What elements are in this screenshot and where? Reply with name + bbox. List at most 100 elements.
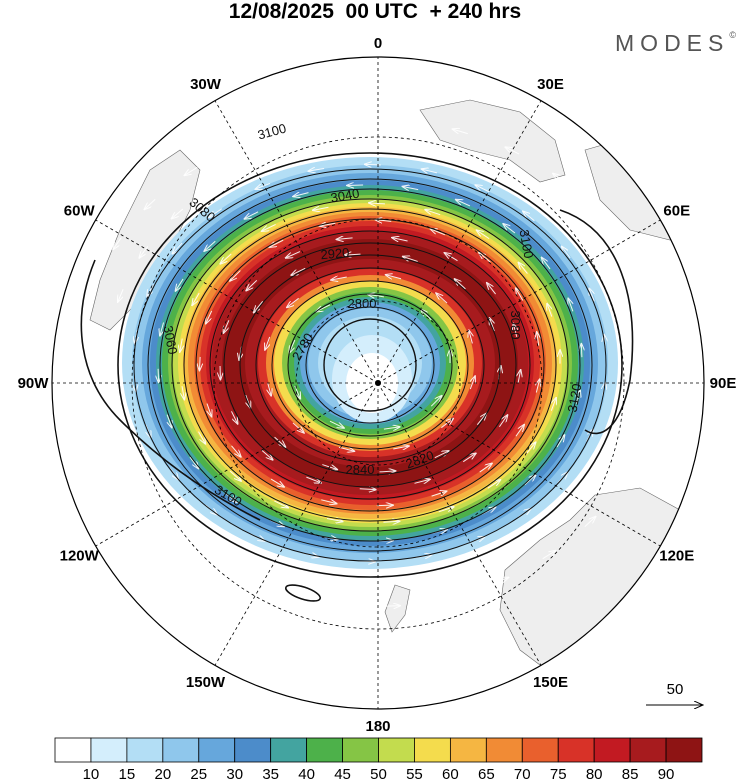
wind-arrow — [289, 339, 296, 353]
wind-arrow — [593, 207, 604, 219]
wind-arrow — [308, 169, 325, 172]
wind-arrow — [515, 425, 524, 437]
wind-arrow — [291, 267, 306, 275]
wind-arrow — [518, 370, 521, 384]
contour-label: 2800 — [348, 296, 377, 311]
colorbar-swatch — [90, 737, 128, 763]
contour-label-group: 3040 — [329, 186, 360, 206]
contour-label: 3080 — [508, 311, 523, 340]
colorbar-tick-label: 90 — [658, 766, 675, 782]
wind-arrow — [397, 120, 413, 122]
colorbar-tick-label: 35 — [262, 766, 279, 782]
height-contour — [171, 198, 569, 532]
colorbar-tick-label: 50 — [370, 766, 387, 782]
wind-arrow — [316, 145, 333, 147]
wind-arrow — [109, 383, 110, 396]
longitude-label: 90E — [710, 375, 737, 392]
colorbar-tick-label: 80 — [586, 766, 603, 782]
wind-arrow — [167, 414, 172, 428]
wind-speed-fill — [122, 157, 618, 569]
height-contour — [255, 267, 485, 463]
wind-arrow — [618, 477, 627, 489]
wind-arrow — [327, 604, 343, 606]
wind-arrow — [229, 470, 241, 481]
contour-label: 2840 — [346, 462, 375, 477]
wind-arrow — [107, 466, 115, 479]
wind-arrow — [89, 422, 93, 435]
wind-arrow — [379, 582, 396, 583]
height-contour — [117, 152, 623, 578]
wind-arrow — [505, 147, 520, 155]
colorbar-tick-label: 65 — [478, 766, 495, 782]
wind-arrow — [108, 335, 110, 349]
wind-arrow — [256, 182, 271, 189]
longitude-label: 30E — [537, 76, 564, 93]
wind-arrow — [246, 280, 258, 290]
wind-arrow — [180, 338, 182, 352]
wind-arrow — [575, 489, 586, 500]
height-contour — [323, 318, 417, 412]
wind-arrow — [434, 451, 449, 459]
wind-arrow — [403, 187, 419, 190]
longitude-label: 180 — [365, 718, 390, 735]
wind-arrow — [438, 507, 454, 513]
wind-arrow — [425, 210, 441, 216]
colorbar-tick-label: 10 — [83, 766, 100, 782]
wind-arrow — [625, 247, 633, 260]
wind-arrow — [516, 288, 524, 301]
wind-arrow — [430, 396, 441, 407]
height-contour — [284, 584, 322, 602]
colorbar-swatch — [665, 737, 703, 763]
wind-arrow — [657, 385, 659, 399]
wind-arrow — [436, 293, 448, 304]
wind-arrow — [469, 330, 473, 344]
longitude-label: 150W — [186, 674, 226, 691]
wind-arrow — [345, 254, 361, 255]
wind-arrow — [232, 142, 247, 149]
wind-arrow — [323, 580, 339, 582]
wind-arrow — [386, 275, 402, 279]
wind-arrow — [493, 577, 508, 584]
wind-arrow — [487, 480, 501, 489]
colorbar-swatch — [198, 737, 236, 763]
wind-arrow — [490, 318, 495, 332]
wind-arrow — [562, 247, 571, 259]
wind-arrow — [118, 289, 124, 302]
wind-arrow — [359, 489, 376, 490]
contour-label-group: 2920 — [320, 245, 350, 262]
height-contour — [559, 209, 634, 435]
wind-vectors — [80, 120, 659, 607]
longitude-label: 0 — [374, 35, 382, 52]
wind-arrow — [231, 411, 237, 423]
height-contour — [133, 168, 607, 562]
contour-label-group: 3080 — [508, 311, 523, 340]
wind-arrow — [316, 304, 331, 312]
colorbar-swatch — [378, 737, 415, 763]
colorbar-tick-label: 60 — [442, 766, 459, 782]
wind-arrow — [535, 525, 548, 534]
wind-arrow — [144, 199, 156, 209]
wind-arrow — [453, 129, 468, 135]
meridian-line — [214, 100, 379, 384]
wind-arrow — [147, 284, 154, 296]
colorbar-tick-label: 30 — [226, 766, 243, 782]
wind-arrow — [498, 415, 507, 428]
wind-arrow — [313, 207, 329, 210]
colorbar-swatch — [521, 737, 559, 763]
wind-arrow — [456, 200, 471, 207]
reference-vector-label: 50 — [667, 681, 684, 698]
contour-label: 3120 — [565, 382, 585, 413]
colorbar-tick-label: 55 — [406, 766, 423, 782]
wind-arrow — [368, 294, 384, 296]
colorbar-swatch — [306, 737, 343, 763]
wind-arrow — [483, 164, 497, 171]
wind-arrow — [261, 449, 273, 460]
wind-arrow — [659, 338, 660, 352]
pole-marker — [375, 380, 381, 386]
colorbar-tick-label: 75 — [550, 766, 567, 782]
meridian-line — [214, 382, 379, 666]
wind-arrow — [206, 310, 213, 324]
longitude-label: 150E — [533, 674, 568, 691]
wind-arrow — [584, 517, 596, 527]
